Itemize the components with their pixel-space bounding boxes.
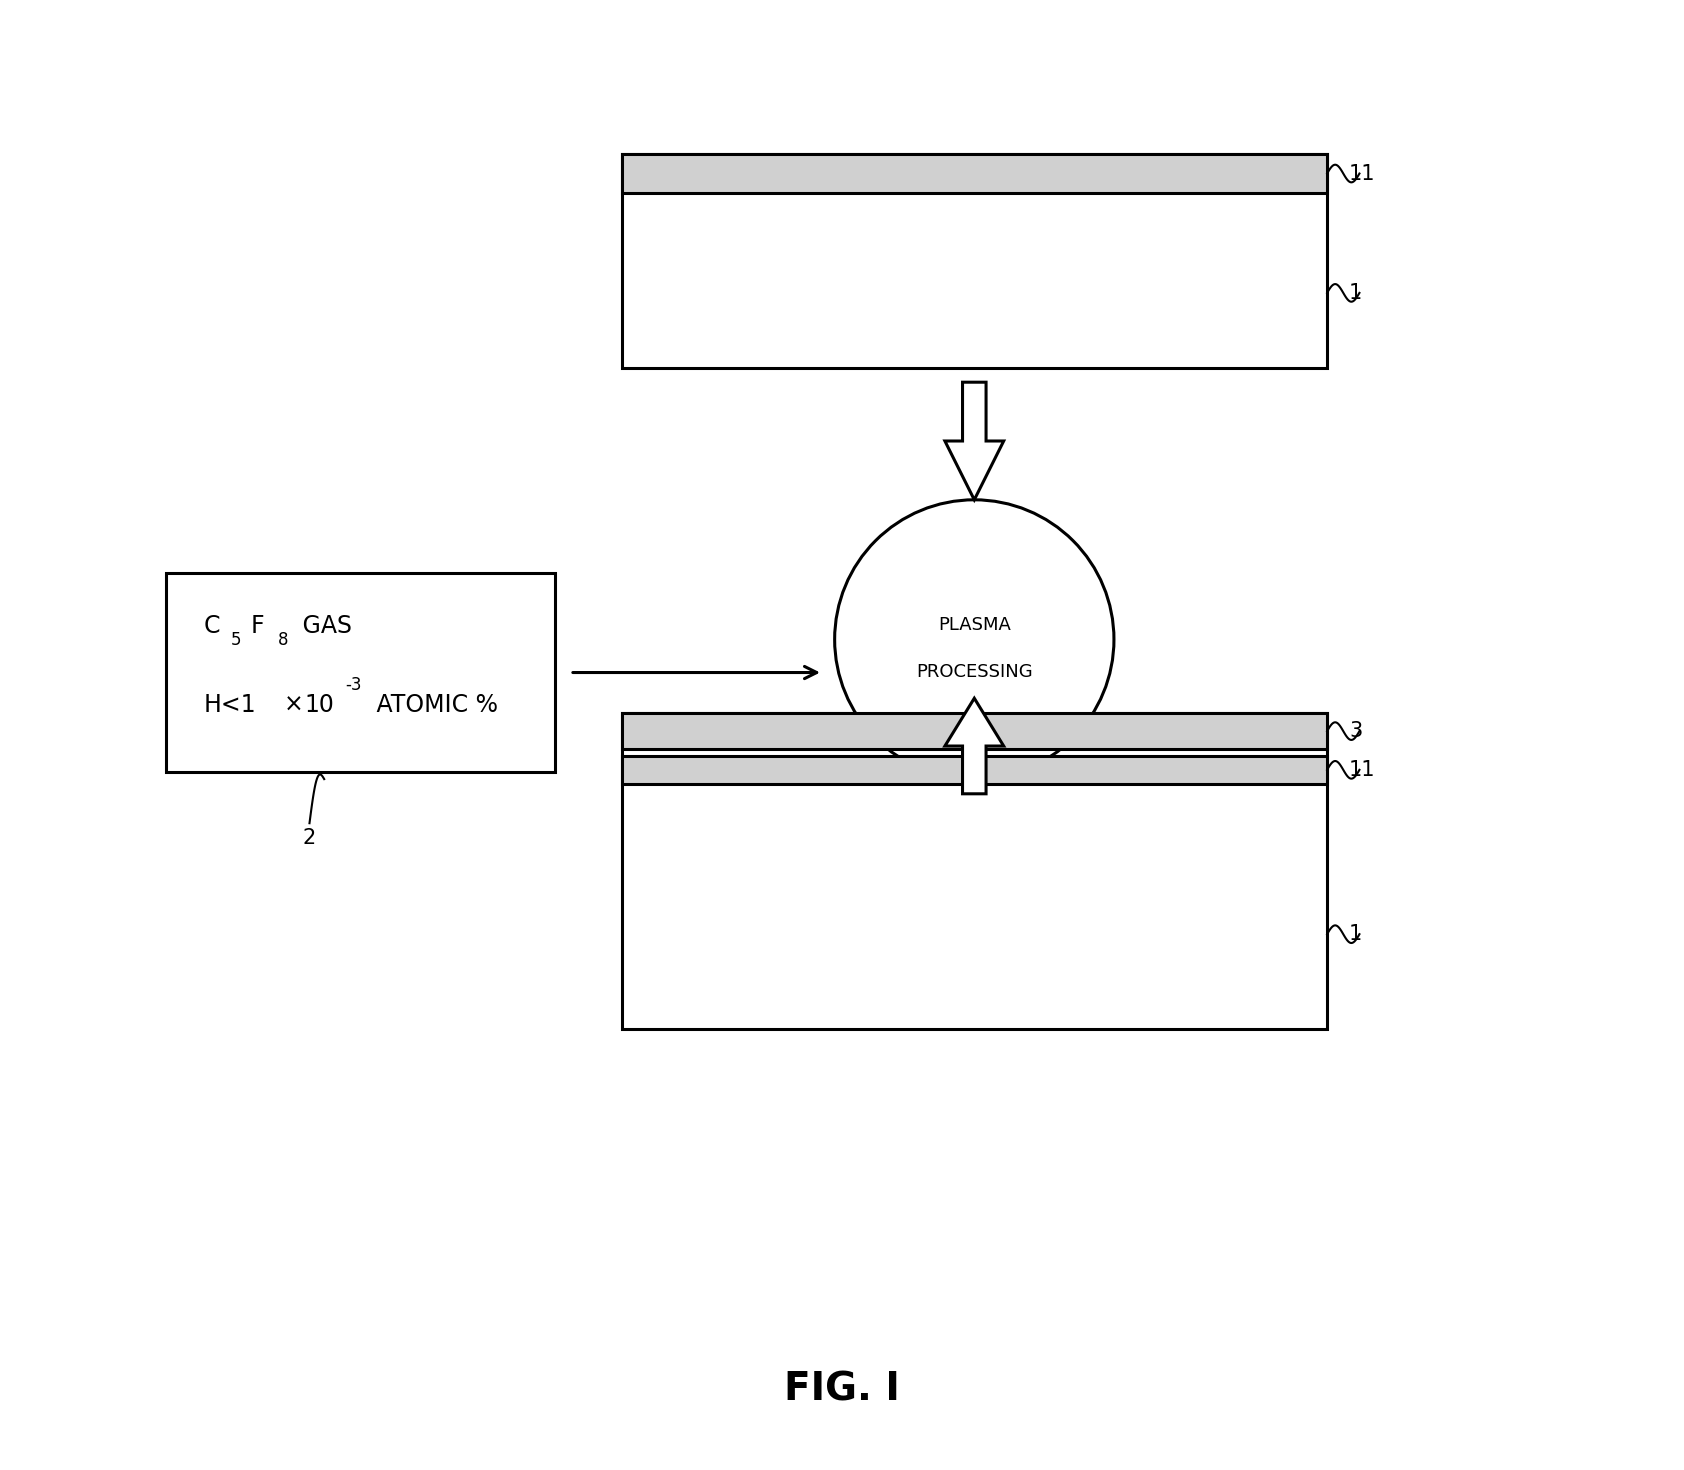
Text: 5: 5 [231, 631, 241, 648]
Text: 11: 11 [1349, 163, 1376, 184]
Text: 8: 8 [278, 631, 288, 648]
Text: ×: × [283, 694, 303, 717]
Bar [621, 154, 1327, 368]
Text: 1: 1 [1349, 925, 1362, 944]
Text: 1: 1 [1349, 282, 1362, 303]
Text: F: F [251, 614, 264, 638]
Bar [621, 756, 1327, 784]
Polygon shape [945, 698, 1004, 794]
Text: GAS: GAS [295, 614, 352, 638]
Bar [621, 713, 1327, 1029]
Bar [165, 573, 556, 772]
Text: 10: 10 [305, 694, 333, 717]
Text: PROCESSING: PROCESSING [916, 663, 1032, 681]
Circle shape [835, 500, 1113, 779]
Text: FIG. I: FIG. I [785, 1370, 899, 1408]
Text: C: C [204, 614, 221, 638]
Text: 2: 2 [301, 828, 315, 848]
Text: -3: -3 [345, 676, 362, 694]
Text: 3: 3 [1349, 722, 1362, 741]
Bar [621, 154, 1327, 193]
Text: ATOMIC %: ATOMIC % [369, 694, 498, 717]
Bar [621, 713, 1327, 750]
Polygon shape [945, 382, 1004, 500]
Text: H<1: H<1 [204, 694, 256, 717]
Text: PLASMA: PLASMA [938, 616, 1010, 634]
Text: 11: 11 [1349, 760, 1376, 781]
